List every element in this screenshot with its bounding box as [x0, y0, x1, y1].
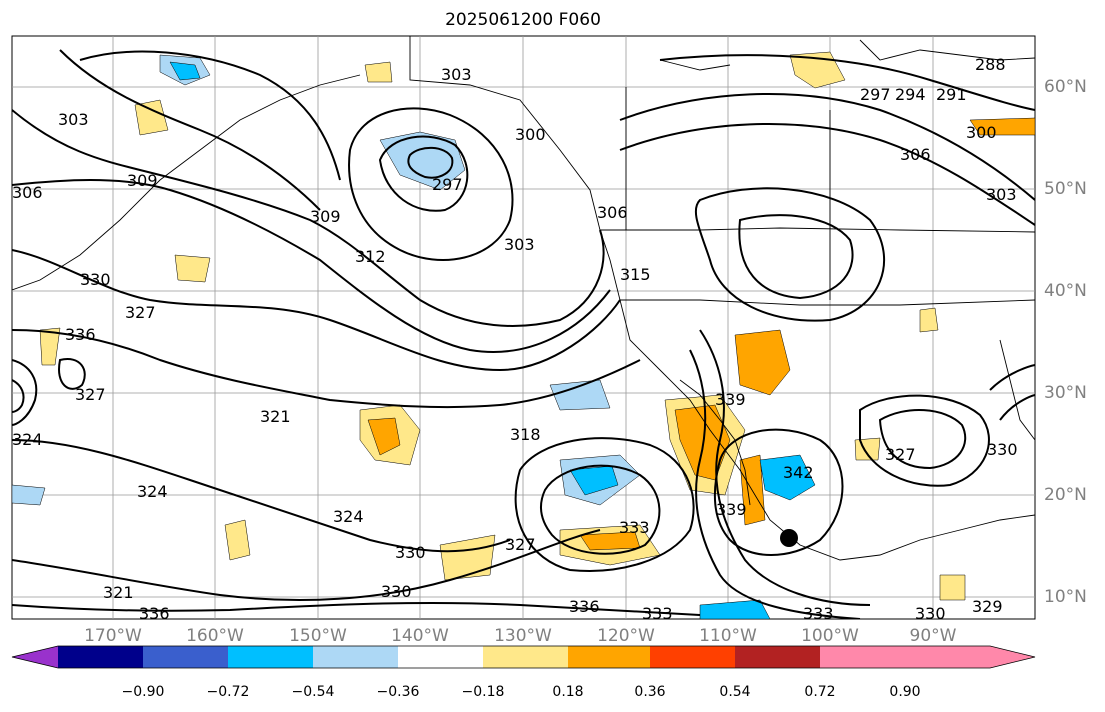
colorbar-tick-label: 0.54: [719, 684, 751, 700]
colorbar-extend-low: [12, 646, 58, 668]
colorbar-swatch: [820, 646, 905, 668]
contour-label: 309: [127, 171, 158, 190]
contour-label: 333: [803, 604, 834, 623]
contour-label: 329: [972, 597, 1003, 616]
contour-label: 318: [510, 425, 541, 444]
lat-label: 60°N: [1044, 77, 1087, 97]
contour-label: 330: [915, 604, 946, 623]
colorbar-tick-label: −0.18: [461, 684, 505, 700]
colorbar-tick-label: −0.90: [121, 684, 165, 700]
colorbar-tick-label: −0.54: [291, 684, 335, 700]
contour-labels: 303 309 309 312 297 300 306 303 303 315 …: [12, 55, 1018, 623]
contour-label: 327: [125, 303, 156, 322]
contour-label: 297: [432, 175, 463, 194]
contour-label: 336: [139, 604, 170, 623]
weather-map: 303 309 309 312 297 300 306 303 303 315 …: [11, 35, 1036, 623]
colorbar-extend-high: [905, 646, 1035, 668]
contour-label: 303: [441, 65, 472, 84]
colorbar-tick-label: 0.36: [634, 684, 666, 700]
lon-label: 120°W: [597, 626, 655, 646]
colorbar-tick-label: 0.72: [804, 684, 836, 700]
contour-label: 300: [515, 125, 546, 144]
contour-label: 315: [620, 265, 651, 284]
contour-label: 309: [310, 207, 341, 226]
colorbar-swatch: [313, 646, 398, 668]
lon-label: 150°W: [289, 626, 347, 646]
contour-label: 324: [137, 482, 168, 501]
lat-label: 50°N: [1044, 179, 1087, 199]
contour-label: 288: [975, 55, 1006, 74]
colorbar-tick-label: 0.18: [552, 684, 584, 700]
colorbar-swatch: [568, 646, 650, 668]
contour-label: 330: [381, 582, 412, 601]
contour-label: 300: [966, 123, 997, 142]
map-frame: [11, 35, 1036, 620]
colorbar-swatch: [58, 646, 143, 668]
lon-label: 90°W: [909, 626, 957, 646]
contour-label: 336: [65, 325, 96, 344]
contour-label: 339: [715, 390, 746, 409]
lon-label: 130°W: [494, 626, 552, 646]
lat-label: 10°N: [1044, 587, 1087, 607]
contour-label: 339: [716, 500, 747, 519]
lon-label: 110°W: [699, 626, 757, 646]
map-title: 2025061200 F060: [445, 10, 601, 30]
colorbar: [11, 645, 1036, 669]
colorbar-swatch: [483, 646, 568, 668]
contour-label: 333: [642, 604, 673, 623]
contour-label: 327: [75, 385, 106, 404]
contour-label: 324: [333, 507, 364, 526]
storm-center-marker: [780, 529, 798, 547]
contour-label: 291: [936, 85, 967, 104]
contour-label: 327: [885, 445, 916, 464]
colorbar-swatch: [228, 646, 313, 668]
colorbar-swatch: [735, 646, 820, 668]
contour-label: 297: [860, 85, 891, 104]
colorbar-tick-label: −0.36: [376, 684, 420, 700]
contour-label: 336: [569, 597, 600, 616]
lat-label: 40°N: [1044, 281, 1087, 301]
contour-label: 342: [783, 463, 814, 482]
contour-label: 321: [260, 407, 291, 426]
lon-label: 100°W: [801, 626, 859, 646]
contour-label: 330: [395, 543, 426, 562]
contour-label: 294: [895, 85, 926, 104]
coastlines: [12, 36, 1035, 561]
contour-label: 327: [505, 535, 536, 554]
lon-label: 160°W: [186, 626, 244, 646]
contour-label: 306: [597, 203, 628, 222]
contour-label: 306: [12, 183, 43, 202]
lon-label: 140°W: [391, 626, 449, 646]
height-contours: [12, 49, 1035, 619]
lat-label: 30°N: [1044, 383, 1087, 403]
contour-label: 324: [12, 430, 43, 449]
lon-label: 170°W: [84, 626, 142, 646]
contour-label: 330: [80, 270, 111, 289]
colorbar-swatch: [650, 646, 735, 668]
colorbar-tick-label: −0.72: [206, 684, 250, 700]
contour-label: 321: [103, 583, 134, 602]
lat-label: 20°N: [1044, 485, 1087, 505]
contour-label: 330: [987, 440, 1018, 459]
contour-label: 303: [986, 185, 1017, 204]
colorbar-swatch: [143, 646, 228, 668]
contour-label: 312: [355, 247, 386, 266]
contour-label: 333: [619, 518, 650, 537]
colorbar-swatch: [398, 646, 483, 668]
contour-label: 303: [58, 110, 89, 129]
contour-label: 303: [504, 235, 535, 254]
colorbar-tick-label: 0.90: [889, 684, 921, 700]
contour-label: 306: [900, 145, 931, 164]
